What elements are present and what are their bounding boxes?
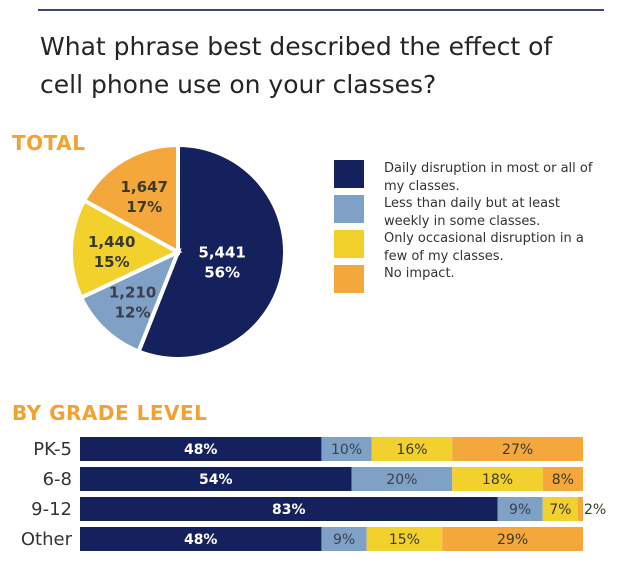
legend-item: Daily disruption in most or all of my cl…	[334, 160, 604, 196]
pie-percent-label: 15%	[94, 253, 130, 271]
bar-segment	[80, 527, 322, 551]
pie-count-label: 1,210	[109, 283, 156, 301]
pie-count-label: 5,441	[198, 243, 245, 261]
bar-value-label: 48%	[184, 442, 218, 458]
category-label: PK-5	[33, 439, 72, 460]
chart-title: What phrase best described the effect of…	[40, 32, 553, 99]
pie-slice-3	[81, 142, 180, 256]
category-label: Other	[21, 529, 73, 550]
legend-swatch	[334, 195, 364, 223]
bar-segment	[80, 467, 352, 491]
bar-value-label: 16%	[396, 442, 427, 458]
legend-swatch	[334, 160, 364, 188]
bar-segment	[542, 467, 583, 491]
legend-label: Less than daily but at least weekly in s…	[384, 196, 560, 229]
bar-value-label: 10%	[331, 442, 362, 458]
legend-label: Daily disruption in most or all of my cl…	[384, 161, 593, 194]
bar-value-label: 29%	[497, 532, 528, 548]
legend-item: Only occasional disruption in a few of m…	[334, 230, 604, 266]
bar-segment	[80, 437, 322, 461]
legend-swatch	[334, 230, 364, 258]
bar-segment	[371, 437, 453, 461]
bar-segment	[442, 527, 583, 551]
bar-segment	[366, 527, 443, 551]
bar-segment	[452, 467, 543, 491]
bar-value-label: 18%	[482, 472, 513, 488]
pie-percent-label: 56%	[204, 263, 240, 281]
pie-slice-0	[136, 142, 287, 361]
bar-segment	[351, 467, 453, 491]
pie-count-label: 1,647	[121, 178, 168, 196]
bar-value-label: 83%	[272, 502, 306, 518]
bar-segment	[497, 497, 543, 521]
bar-value-label: 48%	[184, 532, 218, 548]
bar-segment	[452, 437, 583, 461]
bar-value-label: 20%	[386, 472, 417, 488]
bar-value-label: 27%	[502, 442, 533, 458]
legend-label: No impact.	[384, 266, 455, 281]
legend-swatch	[334, 265, 364, 293]
bar-segment	[542, 497, 578, 521]
bar-value-label: 2%	[584, 502, 606, 518]
legend-item: No impact.	[334, 265, 604, 293]
category-label: 6-8	[43, 469, 72, 490]
bar-value-label: 9%	[509, 502, 531, 518]
bar-value-label: 9%	[333, 532, 355, 548]
pie-slice-1	[78, 248, 182, 355]
pie-percent-label: 12%	[115, 303, 151, 321]
category-label: 9-12	[31, 499, 72, 520]
top-rule	[38, 9, 604, 11]
legend-item: Less than daily but at least weekly in s…	[334, 195, 604, 231]
bar-title: BY GRADE LEVEL	[12, 401, 208, 425]
bar-segment	[321, 527, 367, 551]
bar-segment	[80, 497, 498, 521]
pie-title: TOTAL	[12, 131, 86, 155]
bar-value-label: 54%	[199, 472, 233, 488]
pie-percent-label: 17%	[126, 198, 162, 216]
bar-segment	[577, 497, 583, 521]
bar-segment	[321, 437, 372, 461]
bar-value-label: 15%	[389, 532, 420, 548]
bar-value-label: 7%	[549, 502, 571, 518]
pie-slice-2	[69, 197, 183, 301]
legend-label: Only occasional disruption in a few of m…	[384, 231, 584, 264]
bar-value-label: 8%	[552, 472, 574, 488]
pie-count-label: 1,440	[88, 233, 135, 251]
